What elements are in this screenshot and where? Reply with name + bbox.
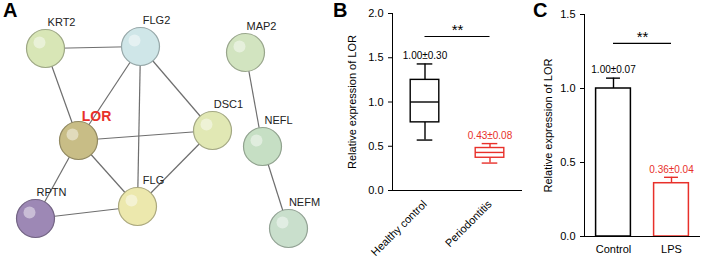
svg-text:0.5: 0.5 <box>560 156 575 168</box>
svg-text:1.0: 1.0 <box>368 96 383 108</box>
svg-text:Healthy control: Healthy control <box>369 198 429 258</box>
svg-text:1.00±0.30: 1.00±0.30 <box>403 50 448 61</box>
svg-text:LOR: LOR <box>82 108 112 124</box>
svg-text:1.5: 1.5 <box>560 8 575 20</box>
svg-text:FLG2: FLG2 <box>143 14 171 26</box>
svg-text:NEFM: NEFM <box>289 196 320 208</box>
svg-text:FLG: FLG <box>143 174 164 186</box>
svg-text:**: ** <box>452 21 464 38</box>
svg-text:0.43±0.08: 0.43±0.08 <box>468 130 513 141</box>
html-text:B: B <box>333 0 348 21</box>
svg-text:0.0: 0.0 <box>560 230 575 242</box>
svg-text:KRT2: KRT2 <box>48 16 76 28</box>
svg-text:NEFL: NEFL <box>264 114 292 126</box>
svg-text:LPS: LPS <box>661 243 682 255</box>
svg-text:Relative expression of LOR: Relative expression of LOR <box>542 59 554 193</box>
svg-text:1.0: 1.0 <box>560 82 575 94</box>
svg-text:Control: Control <box>596 243 631 255</box>
svg-text:0.0: 0.0 <box>368 184 383 196</box>
svg-text:Periodontitis: Periodontitis <box>443 197 495 249</box>
svg-text:Relative expression of LOR: Relative expression of LOR <box>346 35 358 169</box>
html-text:C: C <box>533 0 548 21</box>
svg-text:1.5: 1.5 <box>368 51 383 63</box>
svg-text:0.36±0.04: 0.36±0.04 <box>649 164 694 175</box>
svg-text:MAP2: MAP2 <box>247 20 277 32</box>
svg-text:RPTN: RPTN <box>37 186 67 198</box>
svg-text:2.0: 2.0 <box>368 7 383 19</box>
svg-text:1.00±0.07: 1.00±0.07 <box>591 64 636 75</box>
svg-text:0.5: 0.5 <box>368 140 383 152</box>
html-text:A: A <box>3 0 18 21</box>
svg-text:**: ** <box>637 28 649 45</box>
svg-text:DSC1: DSC1 <box>214 98 243 110</box>
